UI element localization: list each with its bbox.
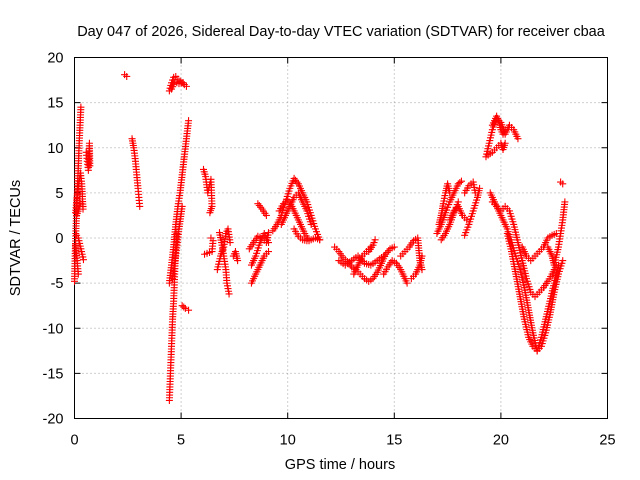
- y-tick-label: 0: [55, 231, 63, 247]
- x-tick-label: 5: [177, 433, 185, 449]
- y-axis-label: SDTVAR / TECUs: [8, 180, 24, 296]
- y-tick-label: -20: [43, 412, 64, 428]
- y-tick-label: -10: [43, 321, 64, 337]
- data-point: [371, 236, 379, 244]
- data-point: [201, 250, 209, 258]
- x-axis-label: GPS time / hours: [285, 457, 395, 473]
- data-point: [307, 220, 315, 228]
- x-tick-label: 20: [493, 433, 509, 449]
- data-point: [225, 290, 233, 298]
- y-tick-label: 5: [55, 186, 63, 202]
- data-point: [74, 270, 82, 278]
- x-tick-label: 25: [599, 433, 615, 449]
- data-point: [234, 257, 242, 265]
- grid-lines: [74, 57, 608, 419]
- data-point: [265, 229, 273, 237]
- y-axis-ticks: -20 -15 -10 -5 0 5 10 15 20: [43, 51, 608, 428]
- data-point: [179, 79, 187, 87]
- data-point: [180, 303, 188, 311]
- data-point: [79, 256, 87, 264]
- y-tick-label: 15: [47, 96, 63, 112]
- data-point: [476, 184, 484, 192]
- data-point: [265, 239, 273, 247]
- data-point: [514, 135, 522, 143]
- data-point: [380, 252, 388, 260]
- data-point: [501, 139, 509, 147]
- data-point: [561, 198, 569, 206]
- data-point: [559, 257, 567, 265]
- data-point: [185, 117, 193, 125]
- y-tick-label: 10: [47, 141, 63, 157]
- data-point: [456, 178, 464, 186]
- data-point: [316, 236, 324, 244]
- data-point: [226, 239, 234, 247]
- x-tick-label: 10: [280, 433, 296, 449]
- data-point: [77, 103, 85, 111]
- data-point: [86, 162, 94, 170]
- data-point: [185, 306, 193, 314]
- data-point: [403, 279, 411, 287]
- data-point: [501, 126, 509, 134]
- data-point: [262, 211, 270, 219]
- x-tick-label: 0: [70, 433, 78, 449]
- data-point: [559, 180, 567, 188]
- data-point: [178, 202, 186, 210]
- data-point: [457, 177, 465, 185]
- data-point: [265, 248, 273, 256]
- x-axis-ticks: 0 5 10 15 20 25: [70, 57, 616, 449]
- data-point: [418, 252, 426, 260]
- x-tick-label: 15: [386, 433, 402, 449]
- y-tick-label: -15: [43, 366, 64, 382]
- data-point: [123, 72, 131, 80]
- data-point: [182, 82, 190, 90]
- data-point: [206, 209, 214, 217]
- data-point: [79, 202, 87, 210]
- data-point: [390, 243, 398, 251]
- y-tick-label: 20: [47, 51, 63, 67]
- y-tick-label: -5: [51, 276, 64, 292]
- data-point: [136, 202, 144, 210]
- chart-title: Day 047 of 2026, Sidereal Day-to-day VTE…: [77, 24, 606, 40]
- plot-frame: [74, 57, 608, 419]
- data-points: [71, 71, 569, 404]
